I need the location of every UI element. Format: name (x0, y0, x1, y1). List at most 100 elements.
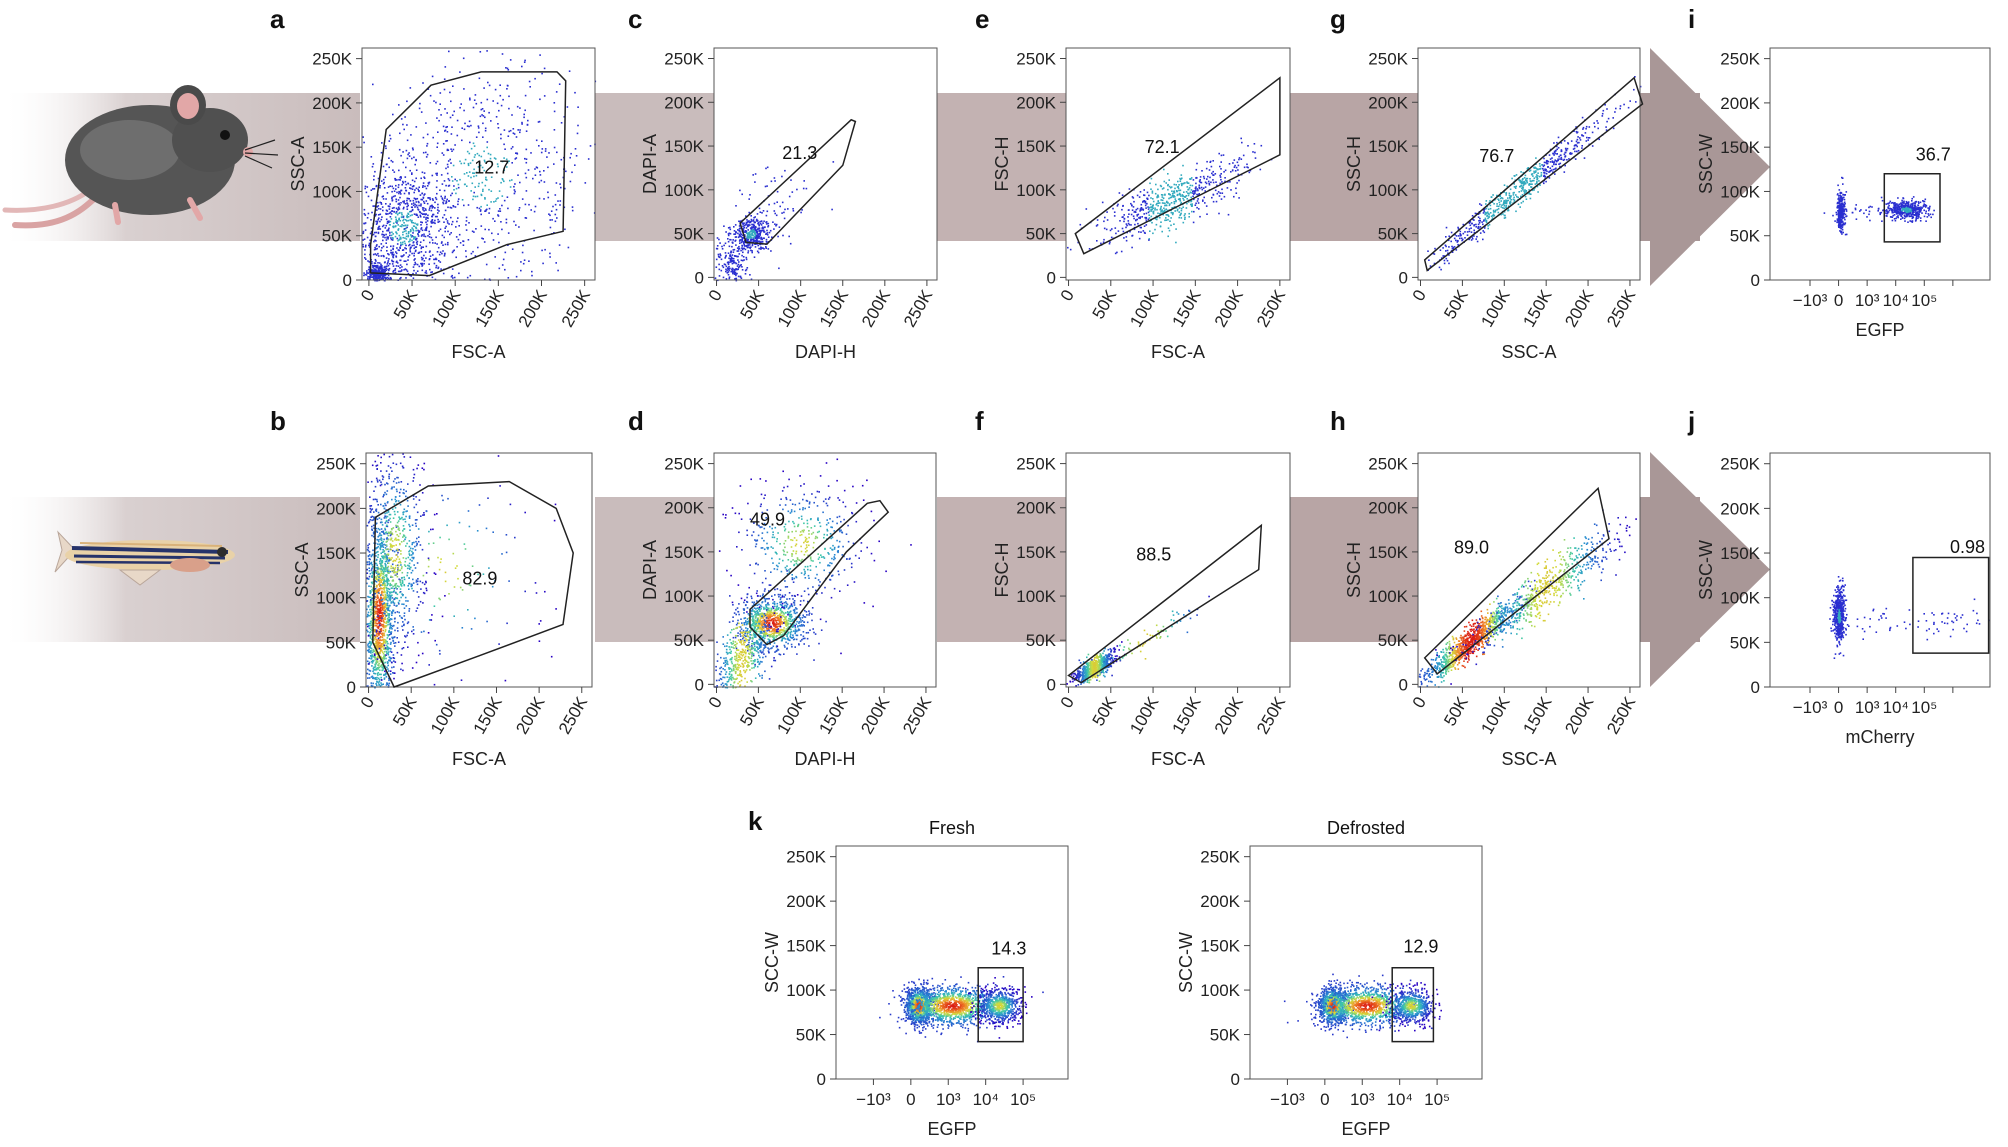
data-point (426, 202, 429, 205)
data-point (371, 273, 374, 276)
data-point (379, 568, 381, 570)
data-point (543, 67, 546, 70)
data-point (494, 88, 497, 91)
data-point (407, 182, 410, 185)
data-point (731, 245, 733, 248)
data-point (455, 192, 457, 195)
data-point (436, 209, 439, 211)
data-point (1123, 218, 1126, 220)
data-point (1139, 191, 1142, 193)
data-point (390, 234, 393, 237)
data-point (387, 651, 390, 653)
plot-area (1418, 48, 1640, 280)
data-point (1839, 213, 1841, 216)
data-point (556, 151, 558, 154)
data-point (435, 264, 438, 267)
data-point (448, 223, 450, 225)
data-point (1205, 167, 1208, 170)
data-point (1919, 210, 1922, 213)
data-point (482, 238, 484, 240)
data-point (423, 260, 426, 262)
data-point (497, 233, 499, 235)
data-point (1117, 203, 1119, 206)
data-point (380, 243, 383, 245)
data-point (1899, 211, 1901, 213)
data-point (492, 100, 494, 102)
data-point (750, 237, 752, 239)
data-point (731, 267, 734, 270)
data-point (402, 241, 404, 244)
data-point (388, 269, 390, 272)
data-point (1560, 158, 1563, 161)
data-point (407, 197, 410, 200)
data-point (1168, 204, 1171, 207)
data-point (1125, 236, 1128, 238)
data-point (1521, 181, 1524, 184)
data-point (1598, 138, 1600, 141)
data-point (1477, 223, 1480, 226)
data-point (1176, 209, 1179, 212)
data-point (1915, 212, 1917, 215)
data-point (509, 186, 512, 188)
data-point (1226, 187, 1229, 189)
data-point (376, 575, 379, 578)
data-point (384, 170, 387, 172)
y-tick-label: 50K (1730, 227, 1761, 246)
data-point (725, 270, 727, 273)
data-point (384, 261, 386, 263)
data-point (1911, 197, 1913, 200)
data-point (1238, 157, 1241, 159)
data-point (503, 199, 506, 202)
data-point (473, 156, 476, 158)
data-point (766, 166, 769, 169)
data-point (370, 269, 373, 272)
x-axis-label: FSC-A (452, 342, 506, 362)
data-point (1077, 241, 1079, 244)
data-point (1545, 172, 1548, 175)
data-point (742, 251, 744, 254)
data-point (375, 276, 378, 278)
data-point (423, 216, 425, 218)
data-point (387, 277, 390, 279)
data-point (515, 157, 518, 159)
data-point (416, 206, 419, 209)
data-point (1551, 165, 1554, 168)
data-point (1596, 120, 1598, 122)
data-point (756, 234, 758, 236)
data-point (488, 84, 491, 87)
data-point (370, 156, 373, 158)
data-point (376, 661, 379, 663)
x-tick-label: −10³ (1793, 291, 1828, 310)
data-point (1168, 179, 1170, 181)
data-point (406, 203, 409, 205)
data-point (377, 268, 380, 271)
data-point (407, 234, 410, 237)
data-point (371, 601, 373, 604)
data-point (498, 241, 500, 244)
data-point (366, 217, 369, 219)
data-point (388, 679, 390, 682)
data-point (1897, 197, 1899, 199)
data-point (767, 222, 770, 225)
data-point (747, 232, 750, 234)
data-point (742, 247, 744, 250)
data-point (497, 165, 499, 168)
data-point (420, 203, 422, 205)
data-point (760, 224, 763, 226)
data-point (413, 252, 415, 255)
data-point (1564, 155, 1567, 158)
data-point (1908, 215, 1911, 218)
data-point (368, 585, 370, 587)
data-point (417, 229, 419, 232)
panel-label: e (975, 4, 989, 34)
data-point (367, 277, 369, 280)
data-point (377, 646, 380, 648)
data-point (1191, 184, 1194, 187)
data-point (469, 141, 471, 144)
data-point (1891, 219, 1894, 222)
data-point (399, 179, 402, 181)
data-point (724, 263, 727, 266)
data-point (440, 268, 442, 270)
data-point (420, 177, 422, 180)
data-point (464, 158, 467, 161)
